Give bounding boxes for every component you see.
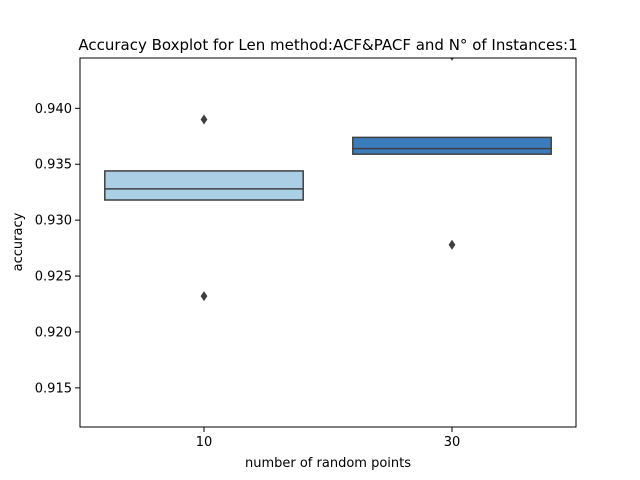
- outlier-point: [200, 291, 208, 302]
- y-tick-label: 0.920: [35, 325, 72, 340]
- plot-area: [79, 57, 577, 428]
- boxes-group: [104, 58, 552, 302]
- y-axis-ticks: 0.915 0.920 0.925 0.930 0.935 0.940: [35, 102, 80, 396]
- box-30: [352, 58, 552, 250]
- y-tick-label: 0.915: [35, 381, 72, 396]
- y-tick-label: 0.935: [35, 158, 72, 173]
- outlier-point: [450, 58, 454, 61]
- box-body: [104, 170, 304, 201]
- x-tick-label: 10: [196, 435, 213, 450]
- chart-title: Accuracy Boxplot for Len method:ACF&PACF…: [78, 36, 577, 54]
- x-tick-label: 30: [444, 435, 461, 450]
- x-axis-ticks: 10 30: [196, 427, 461, 450]
- y-tick-label: 0.925: [35, 270, 72, 285]
- y-tick-label: 0.940: [35, 102, 72, 117]
- y-tick-label: 0.930: [35, 214, 72, 229]
- box-10: [104, 114, 304, 302]
- x-axis-label: number of random points: [245, 456, 411, 471]
- outlier-point: [200, 114, 208, 125]
- outlier-point: [448, 239, 456, 250]
- y-axis-label: accuracy: [11, 212, 26, 271]
- box-body: [352, 136, 552, 155]
- axes-frame: [79, 57, 577, 428]
